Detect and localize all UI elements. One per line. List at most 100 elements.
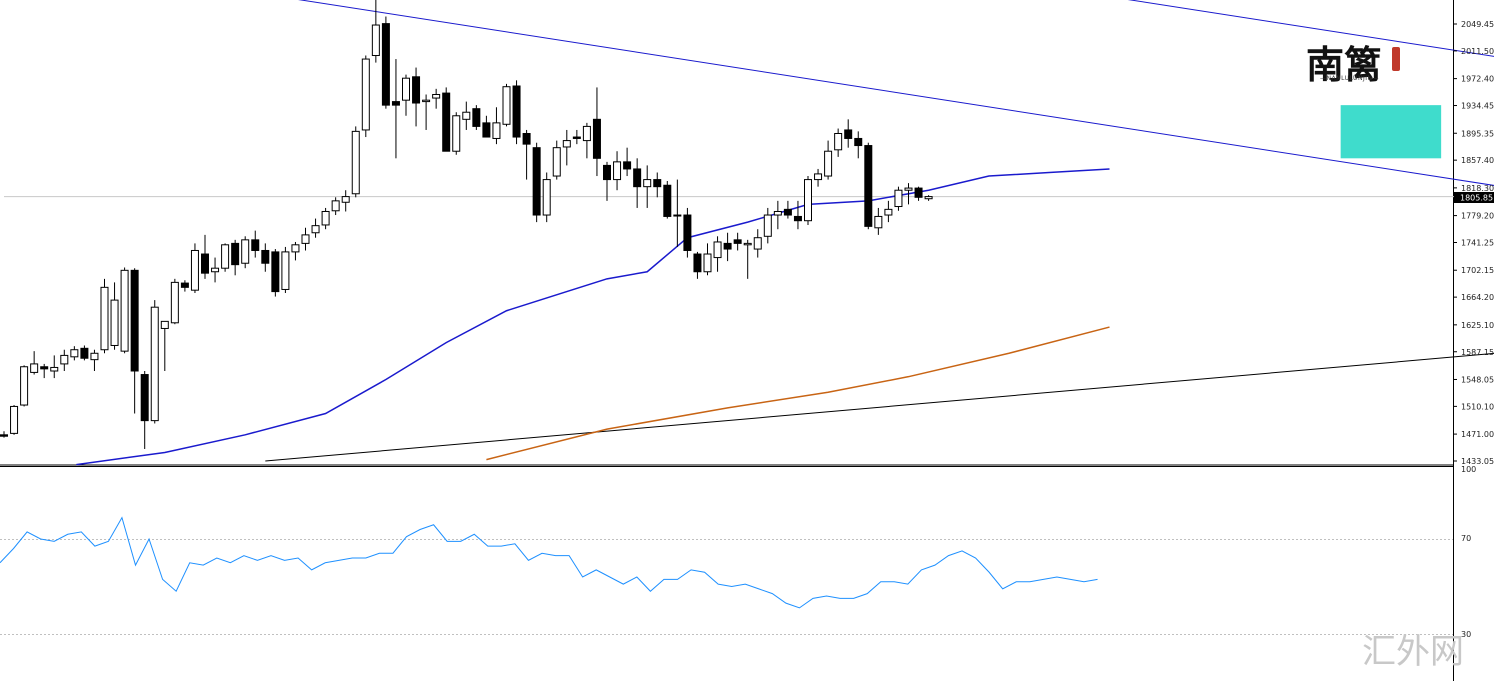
candle-bearish <box>391 101 400 106</box>
candle-bearish <box>783 208 792 216</box>
candle-bullish <box>30 363 39 373</box>
price-tick-label: 1433.05 <box>1461 457 1494 466</box>
candle-bearish <box>412 76 421 104</box>
candle-bearish <box>683 214 692 251</box>
candle-bullish <box>160 320 169 329</box>
candle-bullish <box>673 214 682 217</box>
candle-bullish <box>894 189 903 208</box>
candle-bullish <box>703 253 712 273</box>
candle-bullish <box>884 208 893 216</box>
candle-bullish <box>582 125 591 142</box>
candle-bullish <box>351 130 360 195</box>
candle-bullish <box>874 215 883 229</box>
candle-bullish <box>713 241 722 259</box>
current-price-label: 1805.85 <box>1460 194 1493 203</box>
candle-bullish <box>170 281 179 324</box>
price-tick-label: 1895.35 <box>1461 129 1494 138</box>
candle-bearish <box>180 282 189 288</box>
candle-bullish <box>281 251 290 290</box>
rsi-tick-label: 30 <box>1461 630 1471 639</box>
candle-bullish <box>341 196 350 203</box>
candle-bullish <box>70 349 79 358</box>
candle-bullish <box>804 179 812 222</box>
candle-bearish <box>442 92 451 152</box>
candle-bullish <box>452 115 461 152</box>
trendline <box>1127 0 1494 57</box>
candle-bullish <box>60 354 69 365</box>
price-tick-label: 1471.00 <box>1461 430 1494 439</box>
candle-bearish <box>381 23 390 106</box>
candle-bearish <box>512 85 521 138</box>
candle-bullish <box>301 234 310 244</box>
candle-bearish <box>572 136 581 139</box>
candle-bearish <box>140 374 149 422</box>
price-tick-label: 1702.15 <box>1461 266 1494 275</box>
candle-bearish <box>251 239 260 251</box>
price-tick-label: 1664.20 <box>1461 293 1494 302</box>
logo-sub: —NANLULUNJIN— <box>1320 75 1379 82</box>
price-panel <box>0 0 1454 681</box>
candle-bearish <box>733 239 742 244</box>
candle-bearish <box>522 132 531 145</box>
candle-bearish <box>472 108 481 127</box>
candle-bullish <box>542 179 551 216</box>
price-tick-label: 1548.05 <box>1461 375 1494 384</box>
current-price-box <box>1454 192 1494 203</box>
candle-bearish <box>864 145 873 227</box>
candle-bullish <box>613 161 622 181</box>
candle-bullish <box>462 111 471 120</box>
candle-bullish <box>924 196 933 200</box>
candle-bearish <box>633 168 642 188</box>
candle-bullish <box>241 239 250 264</box>
logo-seal <box>1392 47 1400 71</box>
candle-bullish <box>321 210 330 226</box>
price-tick-label: 1510.10 <box>1461 402 1494 411</box>
price-tick-label: 1857.40 <box>1461 156 1494 165</box>
trendline <box>265 352 1494 462</box>
candle-bullish <box>492 122 501 139</box>
candle-bearish <box>532 147 541 216</box>
price-tick-label: 2049.45 <box>1461 20 1494 29</box>
brand-logo: 南篱 —NANLULUNJIN— <box>1306 42 1400 87</box>
rsi-panel: 100 70 30 <box>0 465 1476 639</box>
highlight-zone <box>1340 105 1442 159</box>
logo-main: 南篱 <box>1306 42 1382 87</box>
candlesticks <box>0 0 933 449</box>
candle-bullish <box>291 244 300 253</box>
candle-bullish <box>50 366 59 372</box>
trendline <box>297 0 1494 186</box>
candle-bearish <box>623 161 632 170</box>
moving-average-line <box>76 168 1110 466</box>
candle-bullish <box>311 225 320 234</box>
candle-bullish <box>100 286 109 351</box>
rsi-tick-label: 70 <box>1461 534 1471 543</box>
rsi-tick-label: 100 <box>1461 465 1476 474</box>
candle-bearish <box>0 434 8 437</box>
price-tick-label: 1779.20 <box>1461 212 1494 221</box>
candle-bullish <box>371 24 380 57</box>
price-axis: 2049.45 2011.50 1972.40 1934.45 1895.35 1857.… <box>1453 20 1494 466</box>
candle-bullish <box>743 242 752 246</box>
candle-bearish <box>592 118 601 159</box>
candle-bullish <box>331 200 340 212</box>
candle-bullish <box>552 147 561 177</box>
candle-bullish <box>20 366 29 406</box>
candle-bearish <box>693 253 702 273</box>
candle-bullish <box>422 99 431 103</box>
candle-bullish <box>814 173 823 181</box>
candle-bearish <box>653 179 662 188</box>
price-tick-label: 2011.50 <box>1461 47 1494 56</box>
price-tick-label: 1818.30 <box>1461 184 1494 193</box>
candle-bullish <box>211 267 220 273</box>
candle-bullish <box>904 187 913 191</box>
candle-bullish <box>432 94 441 99</box>
candle-bullish <box>834 132 843 151</box>
candle-bullish <box>150 306 159 422</box>
candle-bullish <box>643 179 652 188</box>
candle-bearish <box>603 164 611 181</box>
price-tick-label: 1625.10 <box>1461 321 1494 330</box>
candle-bullish <box>562 140 571 148</box>
candle-bearish <box>40 366 49 370</box>
candle-bullish <box>824 150 833 177</box>
